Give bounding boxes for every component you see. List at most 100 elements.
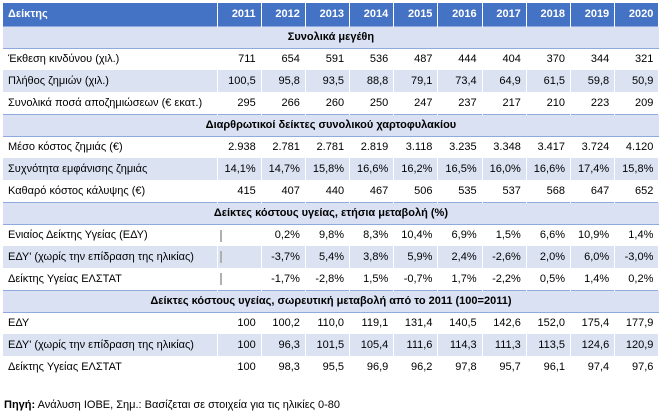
value-cell: 14,1% bbox=[217, 158, 262, 180]
value-cell: 140,5 bbox=[437, 312, 483, 334]
value-cell: 3.235 bbox=[437, 136, 483, 158]
value-cell: 344 bbox=[570, 48, 616, 70]
value-cell: 467 bbox=[349, 180, 395, 202]
value-cell: -0,7% bbox=[393, 268, 439, 290]
value-cell: 98,3 bbox=[261, 356, 306, 378]
value-cell: 14,7% bbox=[261, 158, 306, 180]
value-cell: 506 bbox=[393, 180, 439, 202]
value-cell: 79,1 bbox=[393, 70, 439, 92]
value-cell: 654 bbox=[261, 48, 306, 70]
value-cell: 152,0 bbox=[526, 312, 572, 334]
value-cell: 536 bbox=[349, 48, 395, 70]
value-cell: 100 bbox=[217, 312, 262, 334]
value-cell: 2,4% bbox=[437, 246, 483, 268]
row-label: Συνολικά ποσά αποζημιώσεων (€ εκατ.) bbox=[3, 92, 218, 114]
value-cell: 97,4 bbox=[570, 356, 616, 378]
value-cell: 3.724 bbox=[570, 136, 616, 158]
value-cell: 0,5% bbox=[526, 268, 572, 290]
value-cell: 95,8 bbox=[261, 70, 306, 92]
value-cell: 16,6% bbox=[526, 158, 572, 180]
header-cell-year: 2018 bbox=[526, 3, 572, 26]
header-cell-year: 2014 bbox=[349, 3, 395, 26]
row-label: Δείκτης Υγείας ΕΛΣΤΑΤ bbox=[3, 356, 218, 378]
value-cell: -3,7% bbox=[261, 246, 306, 268]
header-cell-year: 2013 bbox=[305, 3, 351, 26]
row-label: Ενιαίος Δείκτης Υγείας (ΕΔΥ) bbox=[3, 224, 218, 246]
value-cell: 0,2% bbox=[261, 224, 306, 246]
value-cell: 96,2 bbox=[393, 356, 439, 378]
value-cell: 591 bbox=[305, 48, 351, 70]
value-cell: 210 bbox=[526, 92, 572, 114]
table-row: Συνολικά ποσά αποζημιώσεων (€ εκατ.) 295 2… bbox=[3, 92, 660, 114]
value-cell: 124,6 bbox=[570, 334, 616, 356]
value-cell: 1,5% bbox=[349, 268, 395, 290]
row-label: ΕΔΥ bbox=[3, 312, 218, 334]
value-cell bbox=[217, 246, 262, 268]
value-cell: 16,2% bbox=[393, 158, 439, 180]
data-table: Δείκτης 2011 2012 2013 2014 2015 2016 20… bbox=[3, 3, 660, 378]
value-cell: 1,7% bbox=[437, 268, 483, 290]
table-row: Έκθεση κινδύνου (χιλ.) 711 654 591 536 487 444… bbox=[3, 48, 660, 70]
value-cell: 370 bbox=[526, 48, 572, 70]
value-cell: 537 bbox=[482, 180, 527, 202]
header-cell-year: 2020 bbox=[614, 3, 660, 26]
row-label: Έκθεση κινδύνου (χιλ.) bbox=[3, 48, 218, 70]
value-cell: 15,8% bbox=[305, 158, 351, 180]
value-cell: 247 bbox=[393, 92, 439, 114]
value-cell: 250 bbox=[349, 92, 395, 114]
value-cell: 88,8 bbox=[349, 70, 395, 92]
value-cell: -2,6% bbox=[482, 246, 527, 268]
table-row: Δείκτης Υγείας ΕΛΣΤΑΤ 100 98,3 95,5 96,9 96,2… bbox=[3, 356, 660, 378]
value-cell: 5,9% bbox=[393, 246, 439, 268]
value-cell: 2,0% bbox=[526, 246, 572, 268]
value-cell: 97,8 bbox=[437, 356, 483, 378]
value-cell: -3,0% bbox=[614, 246, 660, 268]
value-cell: 6,6% bbox=[526, 224, 572, 246]
row-label: Καθαρό κόστος κάλυψης (€) bbox=[3, 180, 218, 202]
value-cell: 120,9 bbox=[614, 334, 660, 356]
value-cell: 2.938 bbox=[217, 136, 262, 158]
value-cell: 647 bbox=[570, 180, 616, 202]
value-cell: 100 bbox=[217, 334, 262, 356]
value-cell: 1,4% bbox=[570, 268, 616, 290]
header-cell-year: 2019 bbox=[570, 3, 616, 26]
value-cell: 223 bbox=[570, 92, 616, 114]
table-row: Ενιαίος Δείκτης Υγείας (ΕΔΥ) 0,2% 9,8% 8,3%… bbox=[3, 224, 660, 246]
section-title: Δείκτες κόστους υγείας, σωρευτική μεταβο… bbox=[3, 289, 659, 313]
value-cell: 6,0% bbox=[570, 246, 616, 268]
section-header-row: Δείκτες κόστους υγείας, ετήσια μεταβολή … bbox=[3, 201, 659, 225]
value-cell: 321 bbox=[614, 48, 660, 70]
section-header-row: Συνολικά μεγέθη bbox=[3, 25, 659, 49]
source-note: Πηγή: Ανάλυση ΙΟΒΕ, Σημ.: Βασίζεται σε σ… bbox=[4, 399, 340, 411]
value-cell: 100,2 bbox=[261, 312, 306, 334]
value-cell: 295 bbox=[217, 92, 262, 114]
row-label: Δείκτης Υγείας ΕΛΣΤΑΤ bbox=[3, 268, 218, 290]
value-cell: 652 bbox=[614, 180, 660, 202]
value-cell: 260 bbox=[305, 92, 351, 114]
value-cell: 3,8% bbox=[349, 246, 395, 268]
value-cell: 444 bbox=[437, 48, 483, 70]
value-cell: 114,3 bbox=[437, 334, 483, 356]
value-cell: 8,3% bbox=[349, 224, 395, 246]
source-label: Πηγή: bbox=[4, 399, 36, 411]
header-cell-year: 2015 bbox=[393, 3, 439, 26]
section-header-row: Διαρθρωτικοί δείκτες συνολικού χαρτοφυλα… bbox=[3, 113, 659, 137]
value-cell: 96,1 bbox=[526, 356, 572, 378]
value-cell: 110,0 bbox=[305, 312, 351, 334]
value-cell: -1,7% bbox=[261, 268, 306, 290]
table-row: Πλήθος ζημιών (χιλ.) 100,5 95,8 93,5 88,8 79,… bbox=[3, 70, 660, 92]
row-label: ΕΔΥ' (χωρίς την επίδραση της ηλικίας) bbox=[3, 334, 218, 356]
value-cell bbox=[217, 224, 262, 246]
value-cell: 10,9% bbox=[570, 224, 616, 246]
value-cell: 415 bbox=[217, 180, 262, 202]
value-cell: 6,9% bbox=[437, 224, 483, 246]
table-row: Συχνότητα εμφάνισης ζημιάς 14,1% 14,7% 15,8… bbox=[3, 158, 660, 180]
table-row: ΕΔΥ' (χωρίς την επίδραση της ηλικίας) -3,… bbox=[3, 246, 660, 268]
value-cell: 15,8% bbox=[614, 158, 660, 180]
value-cell: 16,6% bbox=[349, 158, 395, 180]
value-cell: 1,4% bbox=[614, 224, 660, 246]
section-header-row: Δείκτες κόστους υγείας, σωρευτική μεταβο… bbox=[3, 289, 659, 313]
value-cell: 440 bbox=[305, 180, 351, 202]
value-cell: 487 bbox=[393, 48, 439, 70]
